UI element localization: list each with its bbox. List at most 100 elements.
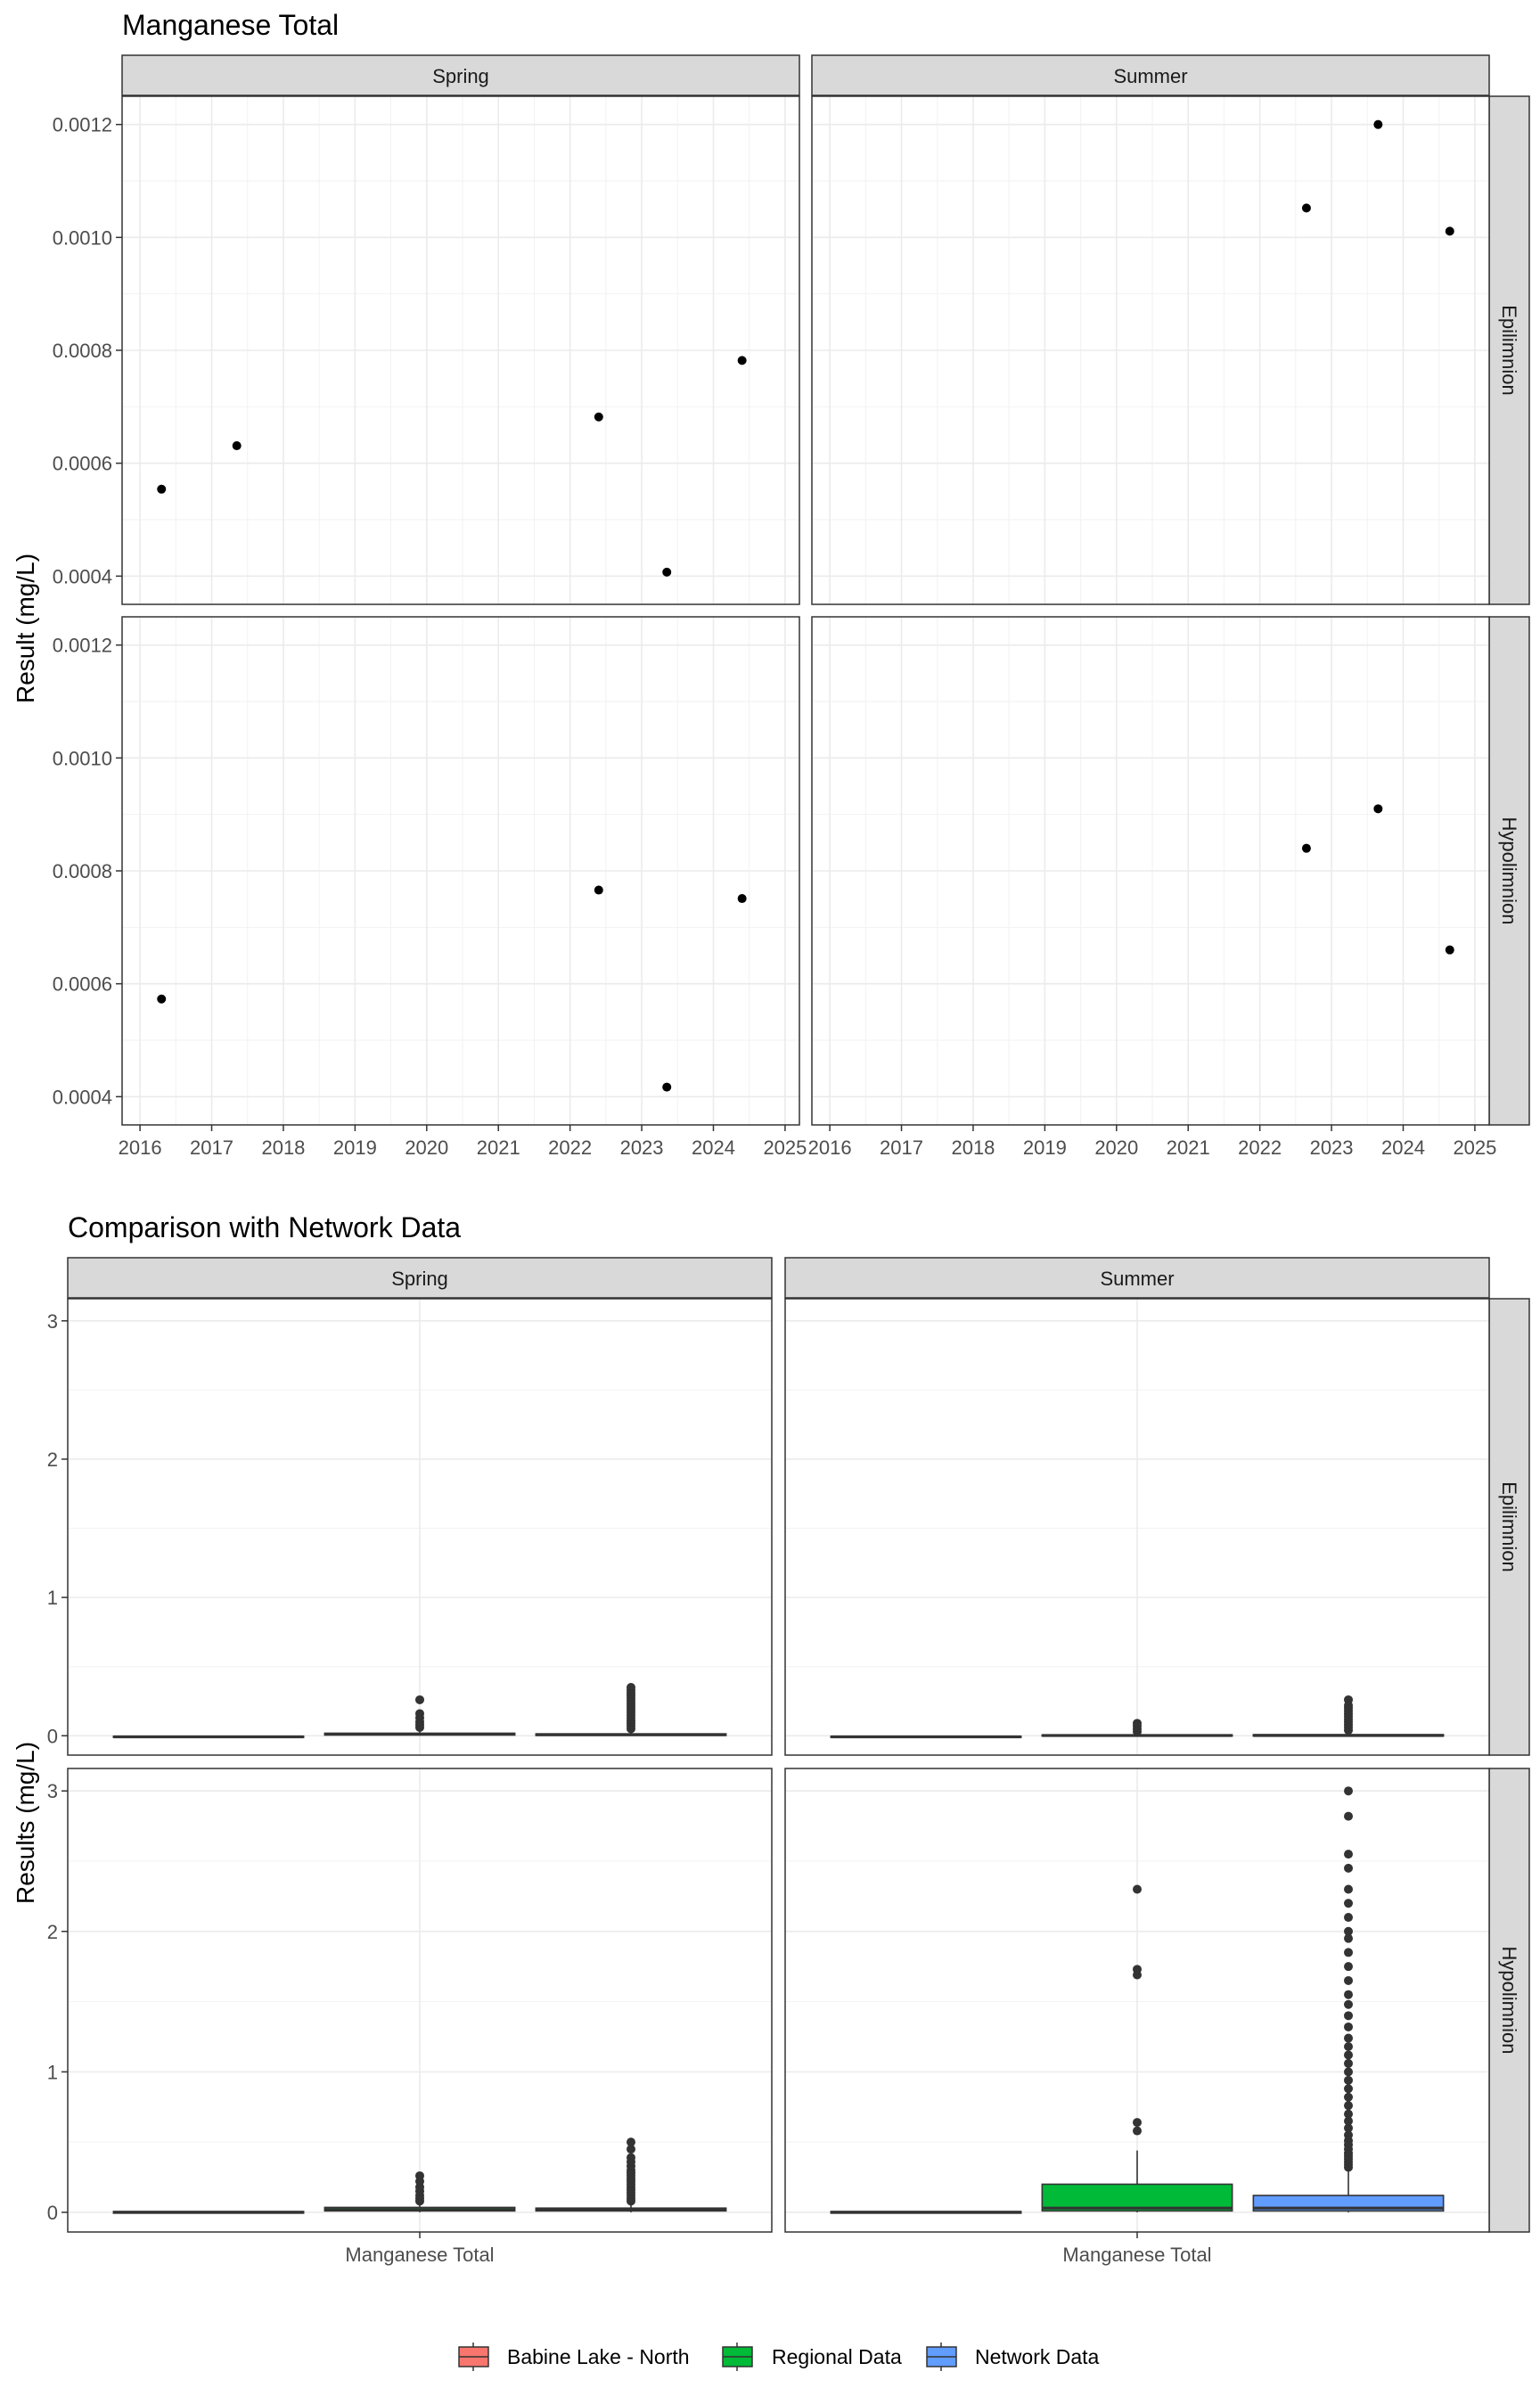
data-point-summer-hypolimnion — [1445, 945, 1454, 955]
scatter-panel-spring-epilimnion: 0.0004 0.0006 0.0008 0.0010 0.0012 — [53, 95, 800, 605]
scatter-panel-summer-hypolimnion: 2016 2017 2018 2019 2020 2021 2022 2023 2024 2025 — [808, 616, 1496, 1159]
box-network-data-summer-hypolimnion-outlier — [1344, 1786, 1353, 1796]
scatter-chart: 0.00040.00060.00080.00100.00120.00040.00… — [53, 95, 1496, 1159]
scatter-panel-summer-epilimnion-border — [811, 95, 1490, 605]
scatter-panel-spring-hypolimnion: 0.0004 0.0006 0.0008 0.0010 0.0012 2016 2017 20… — [53, 616, 807, 1159]
legend-key-network-data — [926, 2343, 957, 2371]
box-network-data-summer-hypolimnion-outlier — [1344, 2042, 1353, 2051]
x-tick-label: 2025 — [763, 1136, 807, 1159]
box-babine-lake-north-summer-hypolimnion — [830, 2211, 1022, 2214]
strip-label-epilimnion-scatter: Epilimnion — [1498, 305, 1520, 396]
box-panel-summer-epilimnion-border — [784, 1298, 1490, 1756]
y-tick-label: 0.0010 — [53, 226, 112, 249]
box-network-data-summer-hypolimnion-outlier — [1344, 1811, 1353, 1821]
x-tick-label: 2016 — [119, 1136, 162, 1159]
box-network-data-spring-hypolimnion-outlier — [627, 2145, 635, 2154]
y-tick-label: 0.0004 — [53, 1086, 112, 1108]
legend-label-regional-data: Regional Data — [772, 2345, 902, 2368]
data-point-spring-hypolimnion — [662, 1082, 672, 1092]
data-point-spring-hypolimnion — [737, 894, 747, 904]
box-regional-data-summer-hypolimnion-outlier — [1133, 1884, 1142, 1894]
scatter-y-axis-label: Result (mg/L) — [12, 554, 39, 703]
x-tick-label: Manganese Total — [1062, 2244, 1211, 2266]
y-tick-label: 0.0010 — [53, 747, 112, 769]
box-network-data-summer-hypolimnion-outlier — [1344, 2101, 1353, 2111]
box-network-data-spring-hypolimnion — [535, 2138, 727, 2212]
box-babine-lake-north-spring-hypolimnion — [112, 2211, 305, 2214]
data-point-spring-hypolimnion — [594, 885, 603, 895]
x-tick-label: 2025 — [1453, 1136, 1496, 1159]
box-network-data-summer-hypolimnion-outlier — [1344, 2022, 1353, 2031]
strip-summer-scatter — [811, 54, 1490, 96]
scatter-panel-summer-hypolimnion-border — [811, 616, 1490, 1126]
box-network-data-summer-hypolimnion-outlier — [1344, 2092, 1353, 2102]
box-regional-data-summer-hypolimnion-outlier — [1133, 2126, 1142, 2136]
box-network-data-summer-hypolimnion-outlier — [1344, 2011, 1353, 2021]
box-network-data-summer-hypolimnion-outlier — [1344, 2084, 1353, 2094]
box-regional-data-summer-hypolimnion-outlier — [1133, 1965, 1142, 1974]
data-point-spring-hypolimnion — [157, 994, 167, 1004]
x-tick-label: 2019 — [1023, 1136, 1067, 1159]
box-network-data-summer-hypolimnion-outlier — [1344, 2130, 1353, 2140]
scatter-panel-summer-epilimnion — [811, 95, 1490, 605]
box-network-data-summer-hypolimnion-outlier — [1344, 1933, 1353, 1943]
y-tick-label: 1 — [47, 2061, 58, 2083]
strip-label-hypolimnion-scatter: Hypolimnion — [1498, 816, 1520, 924]
box-panel-spring-epilimnion-border — [67, 1298, 773, 1756]
x-tick-label: 2020 — [405, 1136, 448, 1159]
box-network-data-summer-epilimnion-outlier — [1344, 1694, 1353, 1704]
strip-label-spring-box: Spring — [391, 1268, 448, 1290]
x-tick-label: 2016 — [808, 1136, 852, 1159]
strip-epilimnion-scatter — [1488, 95, 1530, 605]
box-network-data-spring-epilimnion-outlier — [627, 1682, 635, 1692]
y-tick-label: 0.0004 — [53, 565, 112, 587]
box-network-data-summer-hypolimnion-outlier — [1344, 2058, 1353, 2068]
legend: Babine Lake - North Regional Data Networ… — [458, 2343, 1100, 2371]
box-regional-data-summer-epilimnion-outlier — [1133, 1719, 1142, 1728]
data-point-summer-hypolimnion — [1301, 843, 1311, 853]
box-panel-summer-epilimnion — [784, 1298, 1490, 1756]
data-point-summer-epilimnion — [1445, 226, 1454, 236]
y-tick-label: 0.0006 — [53, 453, 112, 475]
strip-spring-box — [67, 1257, 773, 1299]
box-babine-lake-north-spring-epilimnion — [112, 1735, 305, 1739]
data-point-spring-epilimnion — [594, 412, 603, 422]
box-regional-data-spring-hypolimnion — [324, 2170, 516, 2212]
x-tick-label: 2024 — [1381, 1136, 1425, 1159]
box-panel-spring-epilimnion: 0 1 2 3 — [47, 1298, 773, 1756]
box-regional-data-summer-hypolimnion — [1041, 1884, 1233, 2212]
strip-label-epilimnion-box: Epilimnion — [1498, 1481, 1520, 1572]
y-tick-label: 3 — [47, 1780, 58, 1802]
x-tick-label: 2023 — [620, 1136, 664, 1159]
box-regional-data-spring-epilimnion-outlier — [415, 1694, 424, 1704]
y-tick-label: 3 — [47, 1310, 58, 1333]
box-network-data-summer-hypolimnion-outlier — [1344, 1962, 1353, 1972]
box-network-data-summer-hypolimnion-outlier — [1344, 1884, 1353, 1894]
y-tick-label: 0 — [47, 2202, 58, 2224]
y-tick-label: 0.0008 — [53, 860, 112, 882]
x-tick-label: 2019 — [333, 1136, 377, 1159]
box-babine-lake-north-summer-epilimnion — [830, 1735, 1022, 1739]
box-network-data-summer-hypolimnion-outlier — [1344, 2109, 1353, 2119]
box-network-data-summer-hypolimnion-outlier — [1344, 1850, 1353, 1859]
x-tick-label: 2022 — [1238, 1136, 1282, 1159]
box-network-data-summer-hypolimnion — [1252, 1786, 1445, 2212]
legend-key-babine-lake-north — [458, 2343, 489, 2371]
box-network-data-summer-hypolimnion-outlier — [1344, 1913, 1353, 1923]
y-tick-label: 2 — [47, 1921, 58, 1943]
x-tick-label: 2021 — [477, 1136, 520, 1159]
box-network-data-summer-hypolimnion-outlier — [1344, 1975, 1353, 1985]
strip-hypolimnion-scatter — [1488, 616, 1530, 1126]
y-tick-label: 2 — [47, 1448, 58, 1471]
x-tick-label: 2020 — [1094, 1136, 1138, 1159]
box-network-data-summer-hypolimnion-outlier — [1344, 2050, 1353, 2060]
box-network-data-summer-hypolimnion-outlier — [1344, 2116, 1353, 2126]
y-tick-label: 0.0008 — [53, 340, 112, 362]
box-network-data-summer-epilimnion — [1252, 1694, 1445, 1737]
y-tick-label: 0.0006 — [53, 973, 112, 996]
x-tick-label: 2022 — [548, 1136, 592, 1159]
box-network-data-summer-hypolimnion-outlier — [1344, 1863, 1353, 1873]
data-point-summer-epilimnion — [1301, 203, 1311, 213]
y-tick-label: 0 — [47, 1725, 58, 1747]
box-network-data-spring-hypolimnion-outlier — [627, 2138, 635, 2147]
